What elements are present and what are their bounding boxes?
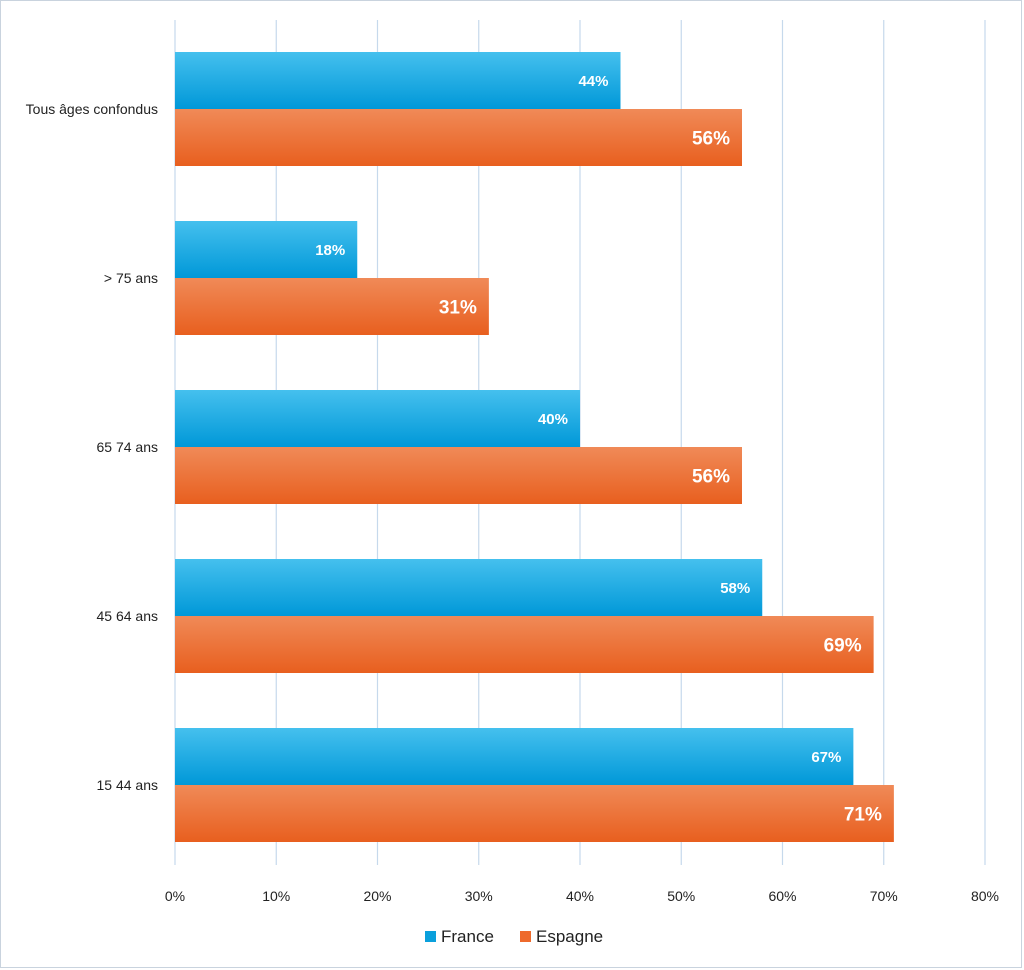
category-label: 45 64 ans [97, 608, 159, 624]
x-tick-label: 80% [971, 888, 999, 904]
bar-espagne [175, 616, 874, 673]
x-tick-label: 60% [768, 888, 796, 904]
data-label-france: 58% [720, 580, 750, 597]
bar-espagne [175, 109, 742, 166]
legend-swatch-espagne [520, 931, 531, 942]
category-label: > 75 ans [104, 270, 158, 286]
bar-france [175, 728, 854, 785]
x-tick-label: 0% [165, 888, 185, 904]
x-tick-label: 40% [566, 888, 594, 904]
legend: France Espagne [425, 927, 603, 946]
legend-label-espagne: Espagne [536, 927, 603, 946]
category-label: 65 74 ans [97, 439, 159, 455]
data-label-espagne: 31% [439, 297, 477, 318]
data-label-france: 18% [315, 242, 345, 259]
legend-swatch-france [425, 931, 436, 942]
bar-france [175, 390, 580, 447]
bar-espagne [175, 785, 894, 842]
bar-france [175, 52, 621, 109]
x-tick-label: 70% [870, 888, 898, 904]
data-label-france: 44% [578, 73, 608, 90]
category-label: Tous âges confondus [26, 101, 158, 117]
data-label-espagne: 56% [692, 466, 730, 487]
data-label-espagne: 69% [824, 635, 862, 656]
category-labels: Tous âges confondus > 75 ans 65 74 ans 45 6… [26, 101, 158, 793]
x-tick-label: 20% [363, 888, 391, 904]
bar-france [175, 221, 358, 278]
data-label-espagne: 71% [844, 804, 882, 825]
data-label-france: 67% [811, 749, 841, 766]
bar-espagne [175, 447, 742, 504]
x-tick-label: 10% [262, 888, 290, 904]
bar-france [175, 559, 763, 616]
x-tick-label: 50% [667, 888, 695, 904]
data-label-france: 40% [538, 411, 568, 428]
x-axis-ticks: 0% 10% 20% 30% 40% 50% 60% 70% 80% [165, 888, 999, 904]
data-label-espagne: 56% [692, 128, 730, 149]
category-label: 15 44 ans [97, 777, 159, 793]
legend-label-france: France [441, 927, 494, 946]
bars: 44% 56% 18% 31% 40% 56% 58% 69% 67% 71% [175, 52, 894, 842]
bar-espagne [175, 278, 489, 335]
x-tick-label: 30% [465, 888, 493, 904]
